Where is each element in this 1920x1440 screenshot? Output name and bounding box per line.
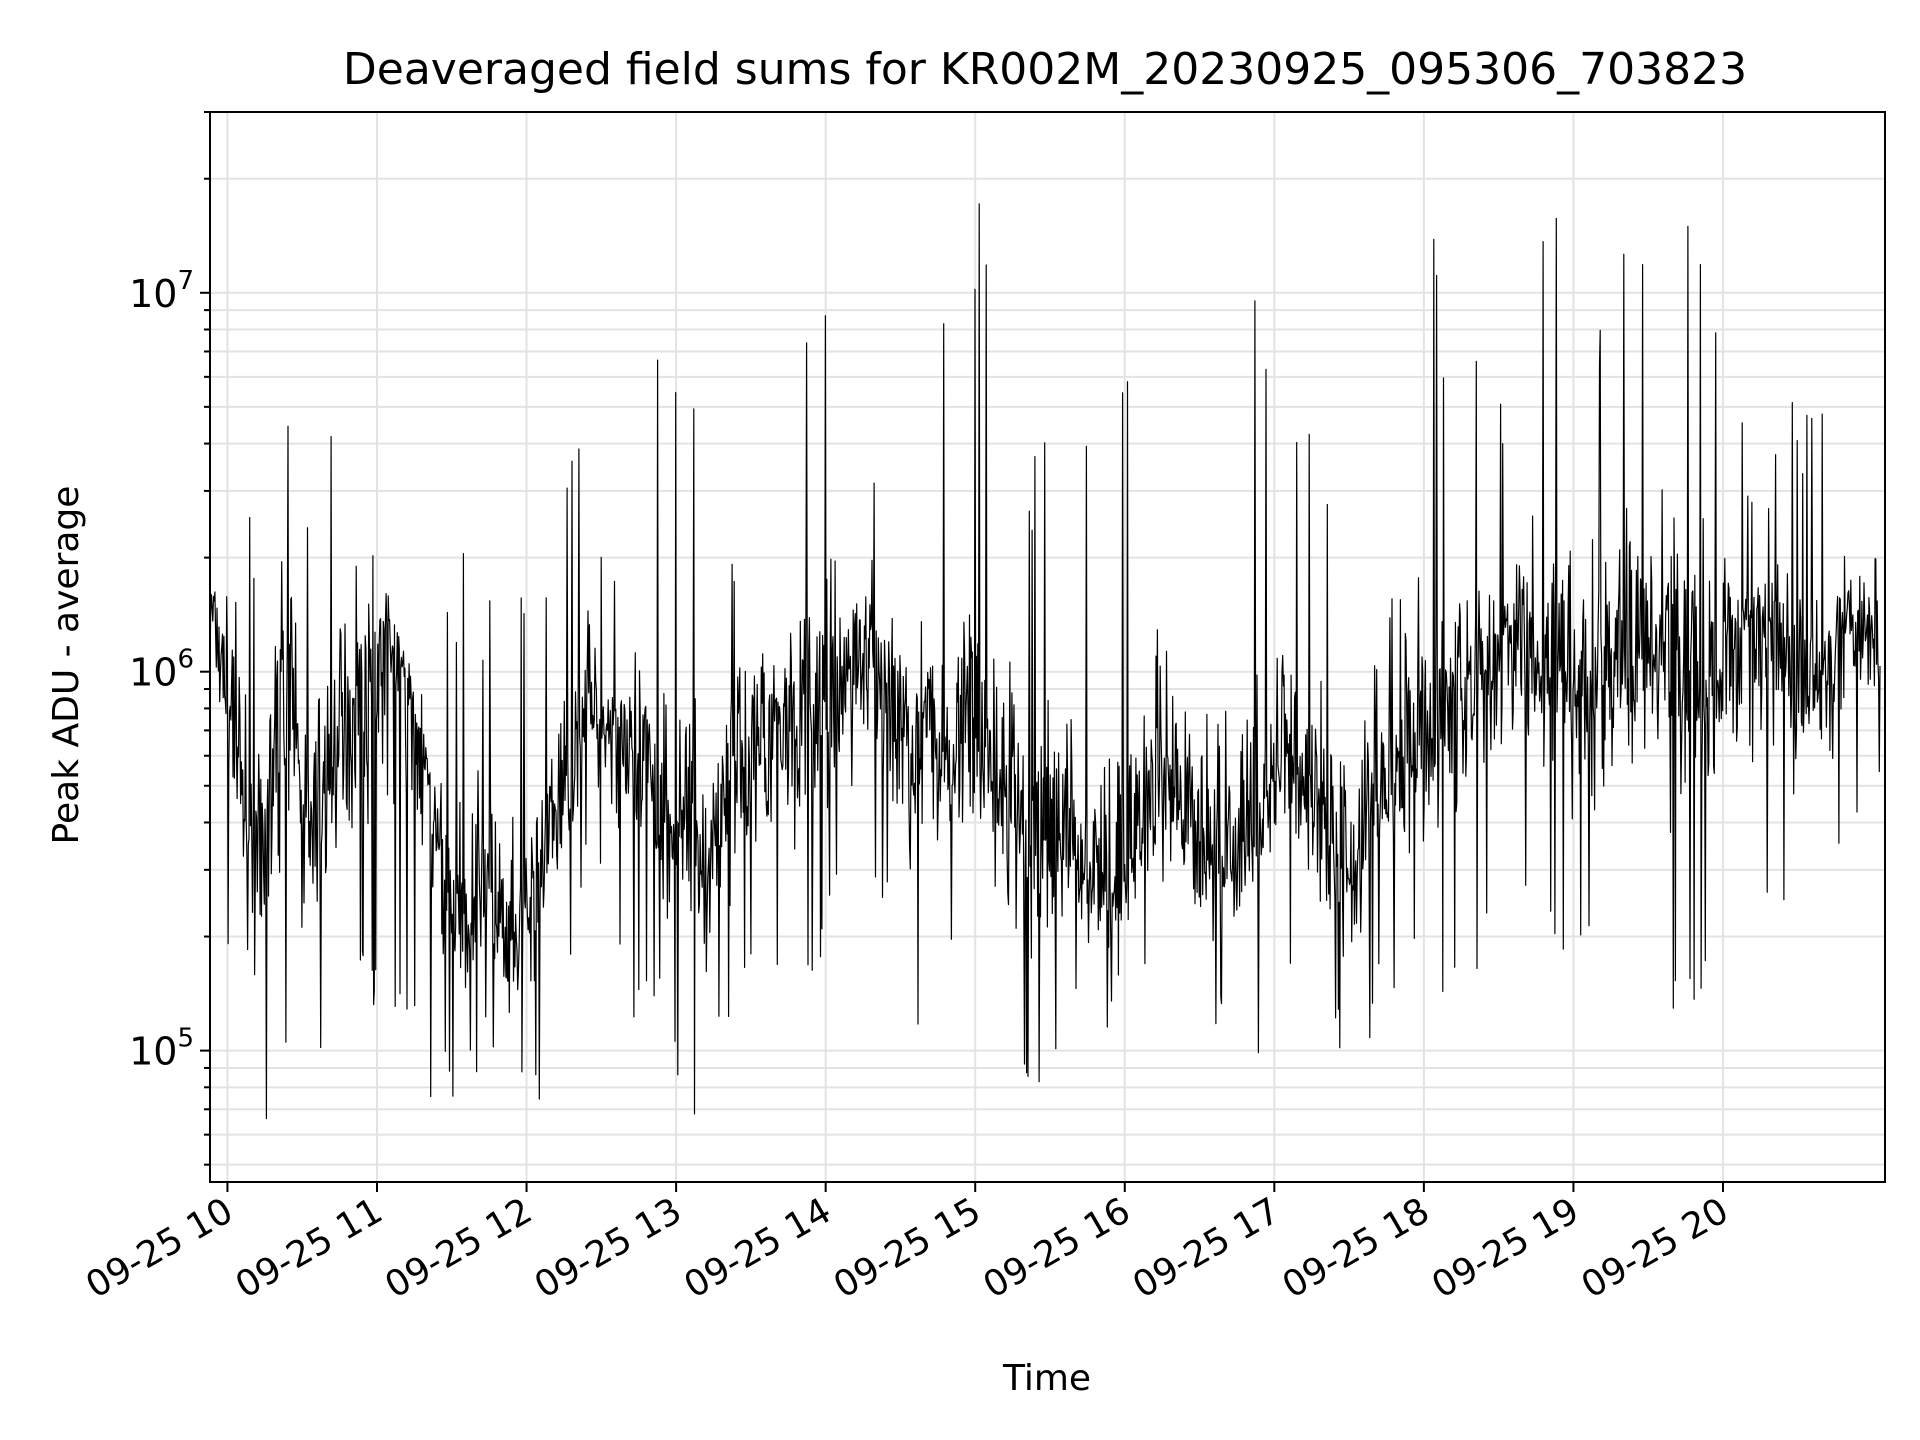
y-tick-label-base: 10	[129, 651, 177, 695]
y-tick-label-exp: 7	[177, 266, 194, 296]
y-tick-label-exp: 5	[177, 1024, 194, 1054]
y-tick-label: 106	[129, 645, 194, 695]
chart-title: Deaveraged field sums for KR002M_2023092…	[343, 44, 1747, 95]
y-tick-label: 107	[129, 266, 194, 316]
y-tick-label: 105	[129, 1024, 194, 1074]
y-tick-label-base: 10	[129, 1030, 177, 1074]
data-series	[209, 203, 1881, 1120]
x-axis-label: Time	[1002, 1358, 1091, 1399]
plot-frame	[209, 111, 1886, 1183]
y-axis-label: Peak ADU - average	[46, 486, 87, 845]
y-tick-label-exp: 6	[177, 645, 194, 675]
series-line	[209, 203, 1881, 1120]
y-tick-label-base: 10	[129, 272, 177, 316]
